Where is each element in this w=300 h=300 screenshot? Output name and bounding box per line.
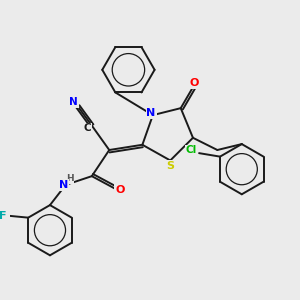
Text: S: S (166, 161, 174, 171)
Text: N: N (59, 180, 68, 190)
Text: Cl: Cl (186, 145, 197, 155)
Text: C: C (83, 123, 91, 134)
Text: O: O (189, 78, 199, 88)
Text: O: O (115, 185, 124, 195)
Text: H: H (66, 174, 74, 183)
Text: N: N (146, 108, 156, 118)
Text: F: F (0, 211, 7, 221)
Text: N: N (69, 97, 78, 107)
